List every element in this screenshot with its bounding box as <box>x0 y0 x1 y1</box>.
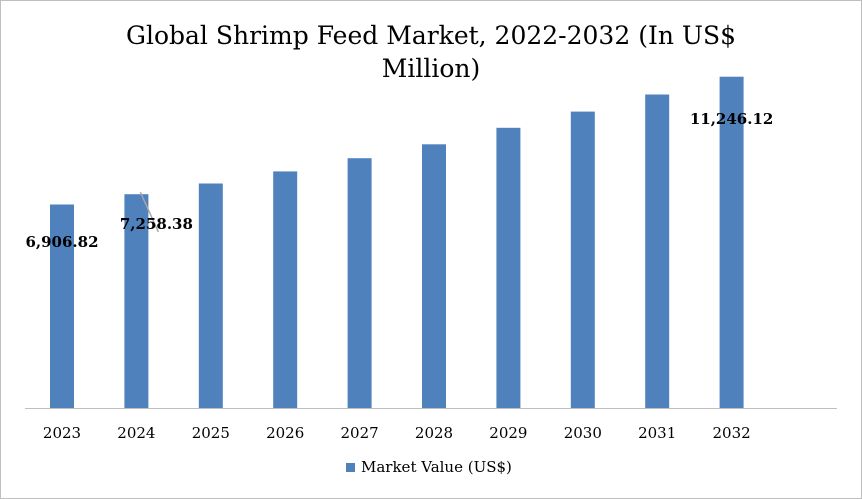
bar-2023 <box>50 204 74 408</box>
data-label-leader-line <box>139 191 160 233</box>
bar-2027 <box>347 158 372 408</box>
legend-label: Market Value (US$) <box>361 458 512 476</box>
x-tick-label-2023: 2023 <box>43 424 81 442</box>
x-tick-label-2030: 2030 <box>564 424 602 442</box>
x-tick-label-2032: 2032 <box>713 424 751 442</box>
bar-2026 <box>273 171 298 408</box>
legend: Market Value (US$) <box>346 457 512 477</box>
bar-2029 <box>496 127 521 409</box>
data-label-2023: 6,906.82 <box>25 233 98 251</box>
bar-2032 <box>719 76 744 408</box>
x-tick-label-2029: 2029 <box>489 424 527 442</box>
x-tick-labels: 2023 2024 2025 2026 2027 2028 2029 2030 2031 2032 <box>43 424 751 442</box>
x-tick-label-2028: 2028 <box>415 424 453 442</box>
bar-2031 <box>645 94 670 408</box>
bar-2030 <box>570 111 595 408</box>
legend-swatch <box>346 462 355 472</box>
bar-2025 <box>198 183 223 408</box>
data-label-2032: 11,246.12 <box>690 110 774 128</box>
data-label-2024: 7,258.38 <box>120 215 193 233</box>
x-tick-label-2031: 2031 <box>638 424 676 442</box>
bars-layer <box>50 76 744 409</box>
bar-2028 <box>422 144 446 409</box>
bar-2024 <box>124 194 149 408</box>
x-tick-label-2027: 2027 <box>341 424 379 442</box>
data-labels: 6,906.82 7,258.38 11,246.12 <box>25 110 773 251</box>
x-tick-label-2024: 2024 <box>117 424 155 442</box>
x-tick-label-2026: 2026 <box>266 424 304 442</box>
chart-title: Global Shrimp Feed Market, 2022-2032 (In… <box>126 21 736 83</box>
x-tick-label-2025: 2025 <box>192 424 230 442</box>
